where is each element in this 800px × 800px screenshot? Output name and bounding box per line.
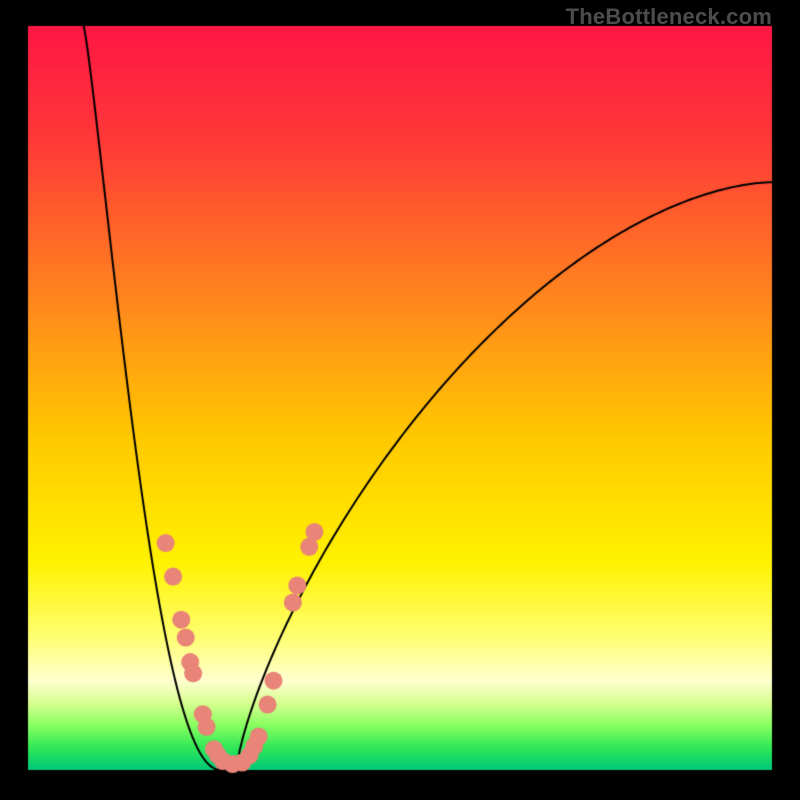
gradient-chart-canvas — [0, 0, 800, 800]
watermark-label: TheBottleneck.com — [566, 4, 772, 30]
chart-container: TheBottleneck.com — [0, 0, 800, 800]
